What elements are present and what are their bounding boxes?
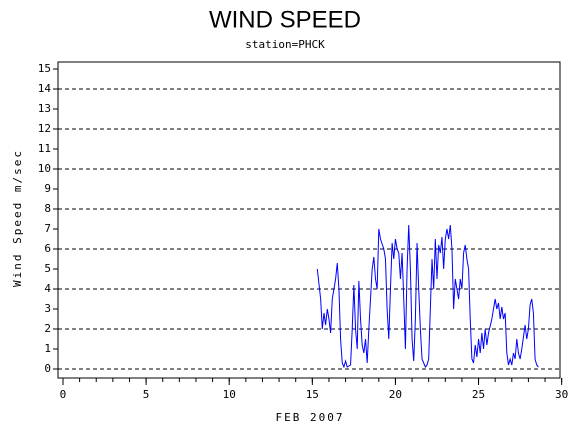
x-tick-label: 20 xyxy=(389,388,402,401)
y-tick-label: 2 xyxy=(44,322,51,335)
y-tick-label: 9 xyxy=(44,182,51,195)
y-tick-label: 3 xyxy=(44,302,51,315)
y-tick-label: 14 xyxy=(38,82,52,95)
y-tick-label: 6 xyxy=(44,242,51,255)
x-axis-label: FEB 2007 xyxy=(276,411,345,424)
y-tick-label: 1 xyxy=(44,342,51,355)
y-tick-label: 5 xyxy=(44,262,51,275)
y-tick-label: 4 xyxy=(44,282,51,295)
chart-subtitle: station=PHCK xyxy=(245,38,325,51)
y-tick-label: 7 xyxy=(44,222,51,235)
data-line xyxy=(316,224,539,369)
y-tick-label: 12 xyxy=(38,122,51,135)
plot-frame xyxy=(57,61,561,379)
y-tick-label: 0 xyxy=(44,362,51,375)
y-tick-label: 15 xyxy=(38,62,51,75)
x-tick-label: 10 xyxy=(223,388,236,401)
x-tick-label: 5 xyxy=(143,388,150,401)
x-tick-label: 15 xyxy=(306,388,319,401)
y-tick-label: 11 xyxy=(38,142,51,155)
x-tick-label: 0 xyxy=(60,388,67,401)
y-tick-label: 8 xyxy=(44,202,51,215)
x-tick-label: 30 xyxy=(555,388,568,401)
y-axis-label: Wind Speed m/sec xyxy=(11,149,24,287)
x-tick-label: 25 xyxy=(472,388,485,401)
y-tick-label: 10 xyxy=(38,162,51,175)
y-tick-label: 13 xyxy=(38,102,51,115)
chart-title: WIND SPEED xyxy=(209,6,361,33)
